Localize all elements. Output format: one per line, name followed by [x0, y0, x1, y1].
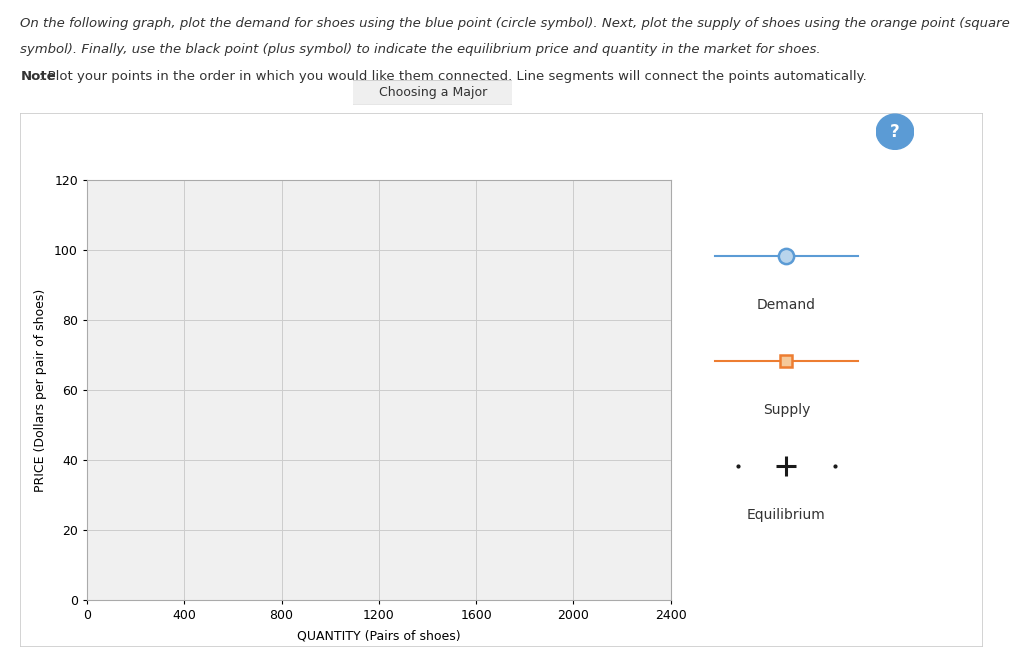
Text: Equilibrium: Equilibrium	[748, 508, 825, 522]
Text: Demand: Demand	[757, 297, 816, 311]
Text: : Plot your points in the order in which you would like them connected. Line seg: : Plot your points in the order in which…	[39, 70, 867, 83]
Text: Note: Note	[20, 70, 56, 83]
Text: ?: ?	[890, 123, 900, 141]
FancyBboxPatch shape	[20, 113, 983, 647]
X-axis label: QUANTITY (Pairs of shoes): QUANTITY (Pairs of shoes)	[297, 629, 461, 642]
Y-axis label: PRICE (Dollars per pair of shoes): PRICE (Dollars per pair of shoes)	[34, 289, 47, 492]
Text: On the following graph, plot the demand for shoes using the blue point (circle s: On the following graph, plot the demand …	[20, 17, 1011, 29]
Text: symbol). Finally, use the black point (plus symbol) to indicate the equilibrium : symbol). Finally, use the black point (p…	[20, 43, 821, 56]
Circle shape	[877, 114, 913, 149]
FancyBboxPatch shape	[347, 80, 518, 105]
Text: Choosing a Major: Choosing a Major	[379, 85, 486, 99]
Text: Supply: Supply	[763, 403, 810, 417]
